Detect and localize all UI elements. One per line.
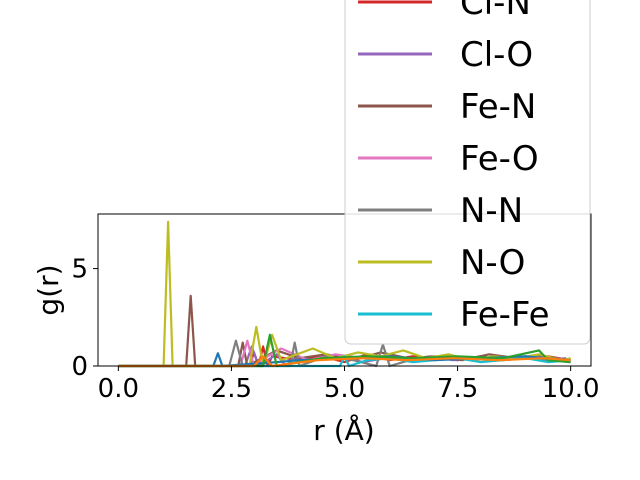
legend-label-fe-n: Fe-N bbox=[460, 87, 536, 127]
legend-label-n-n: N-N bbox=[460, 191, 523, 231]
legend: Cl-N Cl-O Fe-N Fe-O N-N N-O Fe-Fe bbox=[344, 0, 591, 345]
x-tick-label: 5.0 bbox=[324, 374, 365, 404]
y-tick-label: 5 bbox=[71, 255, 88, 285]
x-axis: 0.0 2.5 5.0 7.5 10.0 bbox=[98, 366, 600, 404]
y-axis-label: g(r) bbox=[32, 264, 65, 315]
x-tick-label: 10.0 bbox=[542, 374, 600, 404]
x-axis-label: r (Å) bbox=[313, 413, 374, 447]
legend-box bbox=[344, 0, 591, 345]
legend-label-fe-o: Fe-O bbox=[460, 139, 539, 179]
x-tick-label: 0.0 bbox=[98, 374, 139, 404]
y-tick-label: 0 bbox=[71, 352, 88, 382]
legend-label-n-o: N-O bbox=[460, 243, 525, 283]
legend-label-cl-n: Cl-N bbox=[460, 0, 531, 23]
x-tick-label: 2.5 bbox=[211, 374, 252, 404]
y-axis: 05 bbox=[71, 255, 98, 382]
legend-label-cl-o: Cl-O bbox=[460, 35, 533, 75]
x-tick-label: 7.5 bbox=[437, 374, 478, 404]
legend-label-fe-fe: Fe-Fe bbox=[460, 295, 550, 335]
